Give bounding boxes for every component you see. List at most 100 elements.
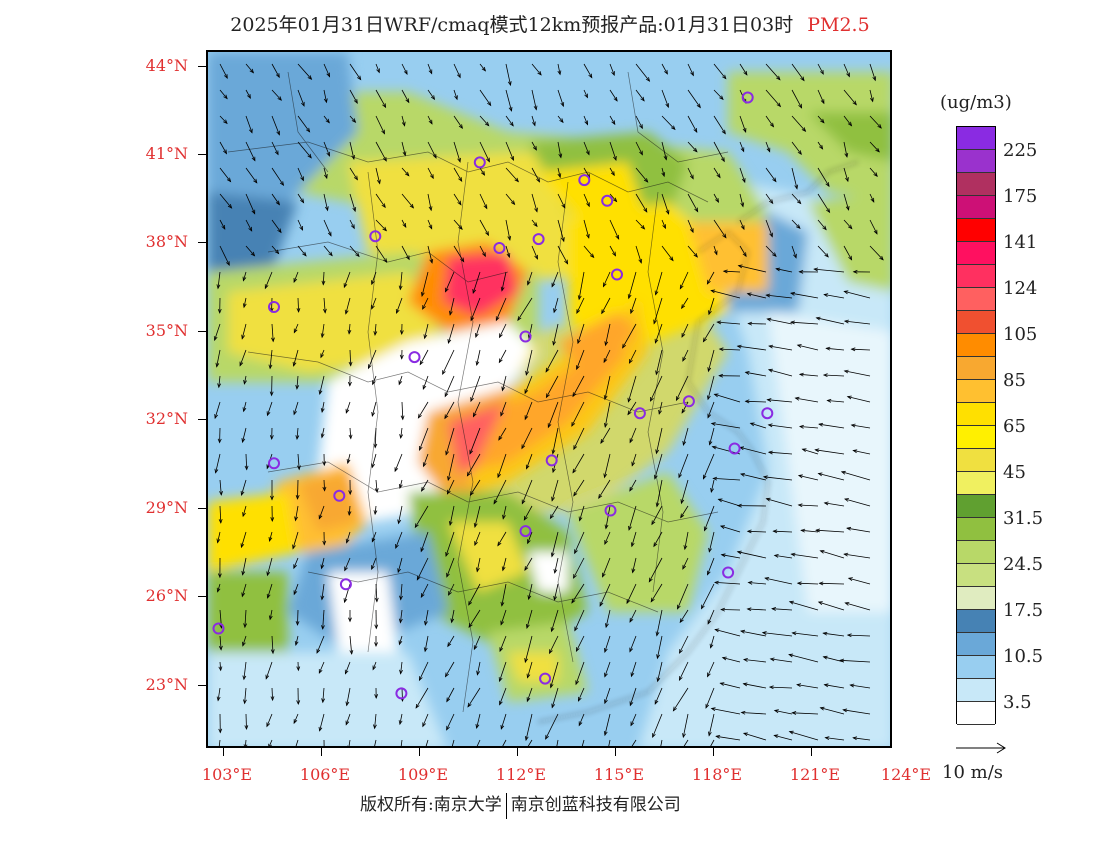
wind-arrowhead xyxy=(415,703,420,709)
wind-vector xyxy=(271,245,279,254)
wind-arrowhead xyxy=(480,171,486,176)
wind-vector xyxy=(265,661,273,679)
wind-arrowhead xyxy=(550,627,555,633)
wind-vector xyxy=(817,245,829,258)
lon-tick xyxy=(517,748,518,756)
wind-vector xyxy=(654,453,663,479)
wind-arrowhead xyxy=(630,721,635,727)
wind-arrowhead xyxy=(371,304,375,310)
wind-vector xyxy=(453,219,463,230)
wind-arrowhead xyxy=(578,721,583,727)
wind-vector xyxy=(497,453,507,478)
wind-vector xyxy=(266,713,273,727)
wind-vector xyxy=(711,290,741,299)
wind-arrowhead xyxy=(553,595,558,601)
wind-arrowhead xyxy=(713,580,719,585)
wind-arrowhead xyxy=(719,682,725,686)
wind-vector xyxy=(791,89,802,108)
wind-vector xyxy=(421,271,429,297)
wind-arrowhead xyxy=(790,552,796,557)
wind-arrowhead xyxy=(766,398,772,402)
wind-vector xyxy=(776,268,793,273)
wind-arrowhead xyxy=(293,564,297,570)
company-text: 南京创蓝科技有限公司 xyxy=(510,795,681,815)
wind-vector xyxy=(869,141,880,153)
wind-arrowhead xyxy=(277,228,282,234)
colorbar-cell xyxy=(957,173,995,196)
wind-arrowhead xyxy=(630,672,635,678)
wind-vector xyxy=(715,629,741,637)
wind-vector xyxy=(524,635,533,663)
wind-arrowhead xyxy=(743,70,748,76)
wind-vector xyxy=(603,349,611,363)
wind-vector xyxy=(297,479,299,499)
wind-arrowhead xyxy=(588,73,593,79)
wind-vector xyxy=(526,453,533,469)
wind-arrowhead xyxy=(873,172,878,177)
wind-vector xyxy=(766,294,793,299)
wind-vector xyxy=(297,63,312,80)
wind-vector xyxy=(574,609,585,631)
wind-arrowhead xyxy=(693,128,698,134)
wind-vector xyxy=(448,583,455,596)
wind-vector xyxy=(740,630,767,637)
wind-vector xyxy=(217,531,221,543)
wind-arrowhead xyxy=(345,701,350,707)
wind-vector xyxy=(572,375,585,397)
wind-vector xyxy=(527,531,533,544)
wind-vector xyxy=(502,505,507,519)
wind-vector xyxy=(422,297,429,310)
wind-arrowhead xyxy=(349,649,354,655)
wind-vector xyxy=(271,297,273,312)
wind-arrowhead xyxy=(788,730,794,735)
wind-vector xyxy=(322,609,325,629)
wind-vector xyxy=(841,471,871,481)
wind-vector xyxy=(445,531,455,557)
wind-vector xyxy=(845,602,871,611)
wind-vector xyxy=(400,609,403,623)
wind-arrowhead xyxy=(604,647,608,653)
wind-arrowhead xyxy=(420,486,425,492)
wind-arrowhead xyxy=(576,309,581,315)
wind-arrowhead xyxy=(630,542,635,548)
station-marker xyxy=(601,194,614,207)
wind-arrowhead xyxy=(533,105,538,111)
wind-vector xyxy=(791,219,801,229)
wind-vector xyxy=(708,531,715,552)
wind-vector xyxy=(710,479,715,493)
wind-arrowhead xyxy=(343,598,348,604)
lon-label-112: 112°E xyxy=(495,765,547,784)
wind-arrowhead xyxy=(772,252,777,258)
wind-vector xyxy=(576,297,585,314)
wind-arrowhead xyxy=(305,127,311,133)
lon-label-103: 103°E xyxy=(201,765,253,784)
wind-vector xyxy=(470,375,481,402)
wind-arrowhead xyxy=(654,699,659,705)
wind-arrowhead xyxy=(534,254,538,260)
wind-vector xyxy=(399,479,403,489)
wind-arrowhead xyxy=(741,178,746,184)
wind-arrowhead xyxy=(524,736,529,742)
wind-vector xyxy=(707,661,715,677)
wind-vector xyxy=(348,323,351,334)
wind-arrowhead xyxy=(268,743,272,746)
wind-arrowhead xyxy=(708,310,712,316)
wind-arrowhead xyxy=(643,178,649,183)
wind-vector xyxy=(375,63,380,73)
wind-vector xyxy=(219,661,222,671)
wind-arrowhead xyxy=(665,209,670,215)
wind-arrowhead xyxy=(239,361,244,367)
wind-arrowhead xyxy=(627,410,632,416)
copyright-footer: 版权所有:南京大学 南京创蓝科技有限公司 xyxy=(360,790,681,819)
wind-arrowhead xyxy=(321,625,325,630)
wind-arrowhead xyxy=(703,526,708,532)
wind-vector xyxy=(427,219,433,229)
wind-vector xyxy=(349,427,352,439)
wind-arrowhead xyxy=(400,415,405,421)
wind-vector xyxy=(401,193,414,209)
wind-vector xyxy=(243,297,247,308)
wind-vector xyxy=(217,271,221,289)
wind-arrowhead xyxy=(216,696,221,702)
wind-vector xyxy=(604,635,611,653)
wind-arrowhead xyxy=(247,94,251,100)
